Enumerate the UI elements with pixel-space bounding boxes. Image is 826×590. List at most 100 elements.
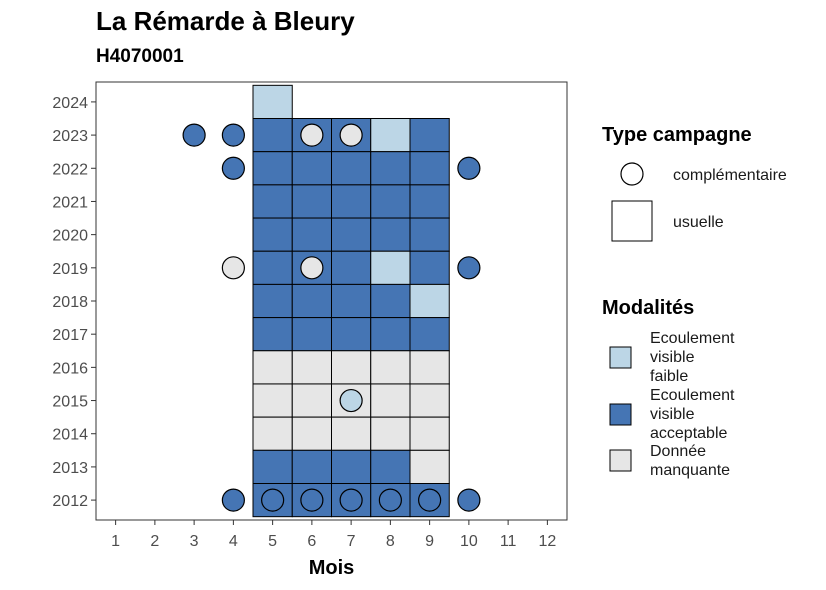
cell-2021-8 [370, 184, 411, 219]
cell-2018-9 [409, 283, 450, 319]
x-tick-label-6: 6 [307, 533, 316, 550]
legend-label-line: faible [650, 368, 688, 385]
cell-2023-5 [252, 118, 293, 153]
cell-2017-7 [331, 317, 372, 352]
usuelle-cells [252, 84, 450, 518]
cell-2022-6 [291, 151, 332, 186]
cell-2018-5 [252, 283, 293, 319]
legend-label-acceptable: Ecoulement visible acceptable [650, 387, 735, 442]
dot-2012-6 [300, 488, 324, 512]
cell-2014-9 [409, 416, 450, 451]
y-tick-label-2013: 2013 [52, 460, 88, 477]
cell-2018-6 [291, 283, 332, 319]
cell-2022-8 [370, 151, 411, 186]
dot-2012-4 [221, 488, 245, 512]
cell-2013-7 [331, 449, 372, 484]
cell-2015-6 [291, 383, 332, 418]
cell-2017-8 [370, 317, 411, 352]
cell-2013-9 [409, 449, 450, 484]
cell-2016-7 [331, 350, 372, 385]
dot-2019-4 [221, 256, 245, 280]
legend-modalites: Modalités Ecoulement visible faibleEcoulem… [602, 297, 735, 479]
dot-2012-9 [418, 488, 442, 512]
cell-2017-9 [409, 317, 450, 352]
cell-2020-9 [409, 217, 450, 252]
cell-2014-8 [370, 416, 411, 451]
y-tick-label-2024: 2024 [52, 95, 88, 112]
cell-2013-6 [291, 449, 332, 484]
cell-2016-8 [370, 350, 411, 385]
chart-subtitle: H4070001 [96, 46, 184, 67]
dot-2012-10 [457, 488, 481, 512]
cell-2020-8 [370, 217, 411, 252]
y-tick-label-2019: 2019 [52, 261, 88, 278]
y-tick-label-2017: 2017 [52, 327, 88, 344]
cell-2020-6 [291, 217, 332, 252]
dot-2023-7 [339, 123, 363, 147]
dot-2019-10 [457, 256, 481, 280]
cell-2013-5 [252, 449, 293, 484]
cell-2017-6 [291, 317, 332, 352]
legend-key-manquante [609, 449, 632, 472]
y-tick-label-2022: 2022 [52, 161, 88, 178]
dot-2015-7 [339, 388, 363, 413]
cell-2018-7 [331, 283, 372, 319]
y-tick-label-2018: 2018 [52, 294, 88, 311]
cell-2022-5 [252, 151, 293, 186]
dot-2012-7 [339, 488, 363, 512]
x-tick-label-2: 2 [150, 533, 159, 550]
y-tick-label-2012: 2012 [52, 493, 88, 510]
x-tick-label-4: 4 [229, 533, 238, 550]
legend-label-complementaire: complémentaire [673, 167, 787, 184]
x-tick-label-8: 8 [386, 533, 395, 550]
dot-2022-10 [457, 156, 481, 180]
cell-2019-8 [370, 250, 411, 285]
cell-2017-5 [252, 317, 293, 352]
cell-2013-8 [370, 449, 411, 484]
cell-2024-5 [252, 84, 293, 120]
complementaire-dots [182, 123, 481, 512]
x-tick-label-9: 9 [425, 533, 434, 550]
dot-2023-3 [182, 123, 206, 147]
legend-label-line: manquante [650, 462, 730, 479]
x-tick-label-10: 10 [460, 533, 478, 550]
y-tick-label-2016: 2016 [52, 360, 88, 377]
legend-label-line: Ecoulement [650, 330, 735, 347]
legend-type-title: Type campagne [602, 124, 752, 146]
y-axis: 2012 2013 2014 2015 2016 2017 2018 2019 2020 2021… [52, 95, 96, 510]
y-tick-label-2014: 2014 [52, 427, 88, 444]
cell-2014-5 [252, 416, 293, 451]
legend-label-manquante: Donnée manquante [650, 443, 730, 479]
legend-key-complementaire [620, 162, 644, 186]
legend-label-faible: Ecoulement visible faible [650, 330, 735, 385]
y-tick-label-2020: 2020 [52, 228, 88, 245]
cell-2016-5 [252, 350, 293, 385]
cell-2015-5 [252, 383, 293, 418]
chart-title: La Rémarde à Bleury [96, 6, 355, 36]
legend-key-acceptable [609, 403, 632, 426]
legend-label-line: acceptable [650, 425, 727, 442]
x-tick-label-1: 1 [111, 533, 120, 550]
x-tick-label-12: 12 [538, 533, 556, 550]
cell-2021-7 [331, 184, 372, 219]
cell-2021-6 [291, 184, 332, 219]
cell-2020-7 [331, 217, 372, 252]
cell-2023-8 [370, 118, 411, 153]
dot-2023-6 [300, 123, 324, 147]
dot-2012-8 [378, 488, 402, 512]
cell-2015-8 [370, 383, 411, 418]
x-tick-label-11: 11 [500, 533, 517, 550]
legend-key-usuelle [611, 200, 653, 242]
y-tick-label-2023: 2023 [52, 128, 88, 145]
dot-2012-5 [261, 488, 285, 512]
y-tick-label-2015: 2015 [52, 394, 88, 411]
legend-label-line: visible [650, 349, 695, 366]
dot-2023-4 [221, 123, 245, 147]
cell-2019-7 [331, 250, 372, 285]
x-tick-label-5: 5 [268, 533, 277, 550]
x-axis: 1 2 3 4 5 6 7 8 9 10 11 12 [111, 520, 556, 550]
cell-2021-9 [409, 184, 450, 219]
cell-2022-7 [331, 151, 372, 186]
cell-2015-9 [409, 383, 450, 418]
